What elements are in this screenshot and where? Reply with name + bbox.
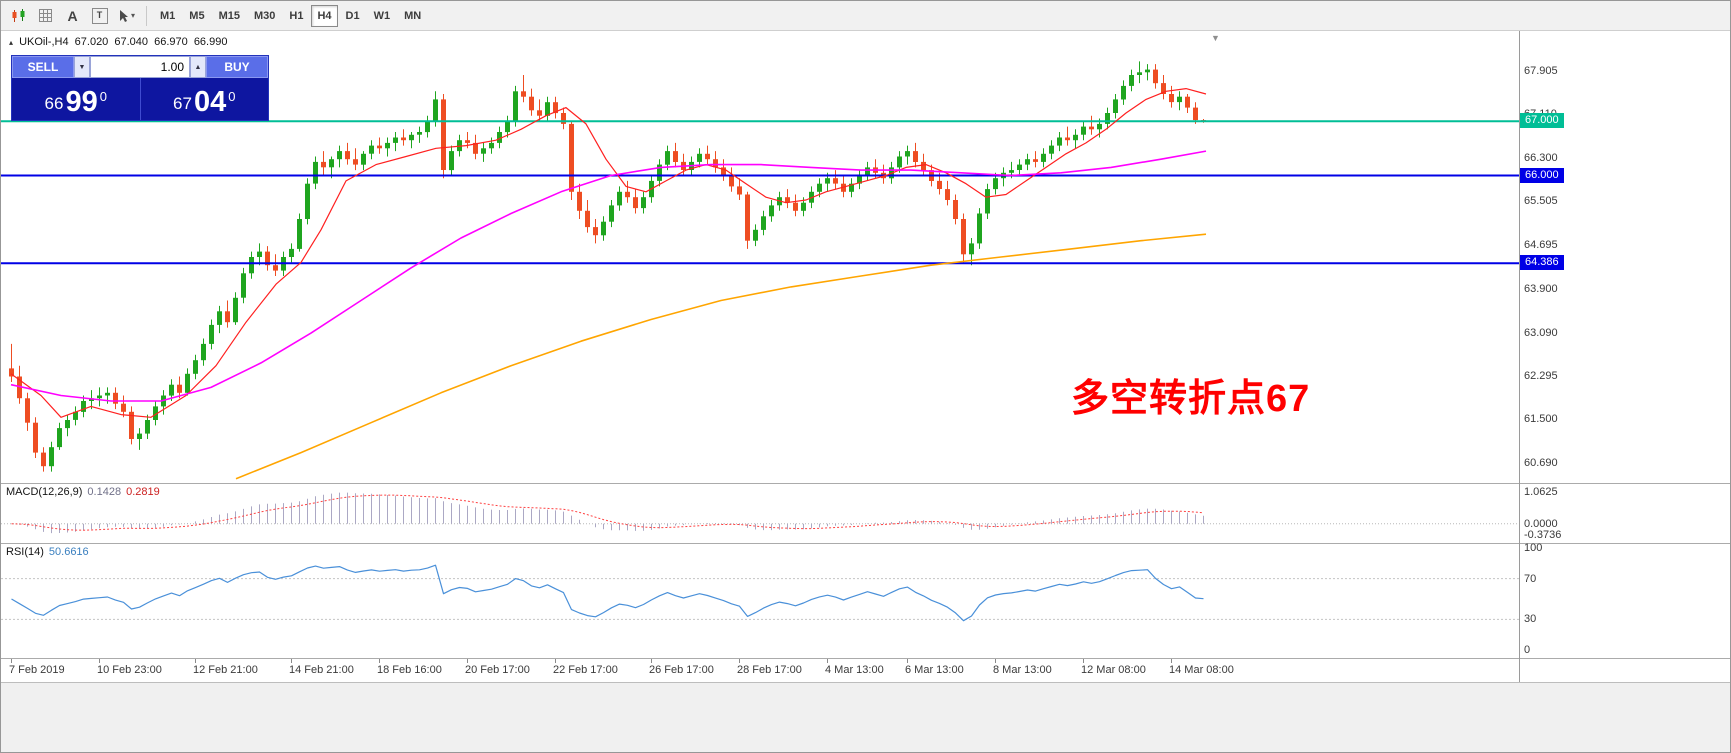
time-axis-tick bbox=[467, 659, 468, 663]
candlestick-chart-icon bbox=[12, 8, 24, 22]
time-axis-tick bbox=[651, 659, 652, 663]
time-axis-tick bbox=[11, 659, 12, 663]
text-tool-button[interactable]: A bbox=[59, 4, 86, 28]
rsi-value: 50.6616 bbox=[48, 546, 89, 558]
one-click-trading-panel: SELL ▼ ▲ BUY 66 99 0 67 04 0 bbox=[11, 55, 269, 121]
template-tool-button[interactable]: T bbox=[86, 4, 113, 28]
time-axis-label: 18 Feb 16:00 bbox=[377, 664, 442, 676]
grid-toggle-button[interactable] bbox=[32, 4, 59, 28]
time-axis-tick bbox=[739, 659, 740, 663]
buy-price-main: 67 bbox=[173, 94, 192, 113]
cursor-icon bbox=[119, 9, 128, 22]
timeframe-m30[interactable]: M30 bbox=[248, 5, 281, 27]
time-axis-tick bbox=[1083, 659, 1084, 663]
chart-area[interactable]: ▴ UKOil-,H4 67.020 67.040 66.970 66.990 … bbox=[1, 31, 1731, 682]
time-axis-tick bbox=[555, 659, 556, 663]
ma-fast bbox=[10, 87, 1207, 418]
time-axis-tick bbox=[1171, 659, 1172, 663]
trade-panel-prices: 66 99 0 67 04 0 bbox=[12, 78, 268, 120]
timeframe-mn[interactable]: MN bbox=[398, 5, 427, 27]
volume-down-button[interactable]: ▼ bbox=[74, 56, 90, 78]
time-axis-label: 6 Mar 13:00 bbox=[905, 664, 964, 676]
time-axis-label: 4 Mar 13:00 bbox=[825, 664, 884, 676]
time-axis-label: 20 Feb 17:00 bbox=[465, 664, 530, 676]
sell-button[interactable]: SELL bbox=[12, 56, 74, 78]
buy-price-point: 0 bbox=[228, 89, 236, 104]
chart-type-candlestick-button[interactable] bbox=[5, 4, 32, 28]
time-axis-tick bbox=[195, 659, 196, 663]
time-axis-tick bbox=[99, 659, 100, 663]
price-pane[interactable] bbox=[1, 31, 1731, 483]
macd-main-value: 0.1428 bbox=[87, 486, 122, 498]
timeframe-m1[interactable]: M1 bbox=[154, 5, 181, 27]
time-axis-label: 14 Feb 21:00 bbox=[289, 664, 354, 676]
time-axis-label: 7 Feb 2019 bbox=[9, 664, 65, 676]
time-axis-label: 10 Feb 23:00 bbox=[97, 664, 162, 676]
timeframe-d1[interactable]: D1 bbox=[340, 5, 366, 27]
timeframe-m15[interactable]: M15 bbox=[213, 5, 246, 27]
chart-ohlc-header: ▴ UKOil-,H4 67.020 67.040 66.970 66.990 bbox=[9, 36, 230, 48]
time-axis-label: 12 Mar 08:00 bbox=[1081, 664, 1146, 676]
workspace-background bbox=[1, 682, 1730, 752]
ma-medium bbox=[10, 150, 1207, 402]
template-icon: T bbox=[91, 7, 108, 24]
trade-panel-header: SELL ▼ ▲ BUY bbox=[12, 56, 268, 78]
timeframe-h1[interactable]: H1 bbox=[283, 5, 309, 27]
price-axis-divider bbox=[1519, 31, 1520, 682]
time-axis-label: 12 Feb 21:00 bbox=[193, 664, 258, 676]
macd-signal-value: 0.2819 bbox=[126, 486, 160, 498]
time-axis-tick bbox=[995, 659, 996, 663]
low-value: 66.970 bbox=[154, 36, 188, 48]
symbol-timeframe-label: UKOil-,H4 bbox=[19, 36, 69, 48]
timeframe-m5[interactable]: M5 bbox=[183, 5, 210, 27]
time-axis-label: 26 Feb 17:00 bbox=[649, 664, 714, 676]
time-axis-tick bbox=[907, 659, 908, 663]
text-tool-icon: A bbox=[67, 7, 78, 24]
collapse-trade-panel-icon[interactable]: ▴ bbox=[9, 38, 14, 47]
time-axis-tick bbox=[827, 659, 828, 663]
sell-price-pips: 99 bbox=[65, 86, 98, 119]
toolbar: A T ▾ M1 M5 M15 M30 H1 H4 D1 W1 MN bbox=[1, 1, 1730, 31]
annotation-text: 多空转折点67 bbox=[1071, 378, 1311, 420]
buy-price-pips: 04 bbox=[193, 86, 227, 119]
timeframe-group: M1 M5 M15 M30 H1 H4 D1 W1 MN bbox=[153, 4, 428, 27]
time-axis-label: 8 Mar 13:00 bbox=[993, 664, 1052, 676]
time-axis-tick bbox=[379, 659, 380, 663]
rsi-pane[interactable] bbox=[1, 543, 1731, 658]
volume-up-button[interactable]: ▲ bbox=[190, 56, 206, 78]
ma-slow bbox=[235, 233, 1207, 480]
buy-price[interactable]: 67 04 0 bbox=[141, 78, 269, 120]
timeframe-h4[interactable]: H4 bbox=[311, 4, 338, 27]
time-axis-divider bbox=[1, 658, 1730, 659]
grid-icon bbox=[39, 9, 52, 22]
sell-price-point: 0 bbox=[99, 89, 107, 104]
sell-price-main: 66 bbox=[44, 94, 64, 113]
buy-button[interactable]: BUY bbox=[206, 56, 268, 78]
macd-label: MACD(12,26,9) 0.1428 0.2819 bbox=[6, 486, 160, 498]
time-axis-label: 22 Feb 17:00 bbox=[553, 664, 618, 676]
timeframe-w1[interactable]: W1 bbox=[368, 5, 397, 27]
cursor-tool-button[interactable]: ▾ bbox=[113, 4, 140, 28]
volume-input[interactable] bbox=[90, 56, 190, 78]
macd-pane[interactable] bbox=[1, 483, 1731, 543]
sell-price[interactable]: 66 99 0 bbox=[12, 78, 140, 120]
trade-panel-price-divider bbox=[139, 78, 141, 120]
rsi-label: RSI(14) 50.6616 bbox=[6, 546, 89, 558]
open-value: 67.020 bbox=[74, 36, 109, 48]
time-axis-label: 28 Feb 17:00 bbox=[737, 664, 802, 676]
high-value: 67.040 bbox=[114, 36, 149, 48]
time-axis-tick bbox=[291, 659, 292, 663]
chart-shift-marker-icon[interactable]: ▼ bbox=[1211, 33, 1220, 43]
macd-pane-divider[interactable] bbox=[1, 483, 1730, 484]
chevron-down-icon: ▾ bbox=[130, 11, 135, 20]
close-value: 66.990 bbox=[193, 36, 228, 48]
rsi-pane-divider[interactable] bbox=[1, 543, 1730, 544]
time-axis-label: 14 Mar 08:00 bbox=[1169, 664, 1234, 676]
toolbar-separator bbox=[146, 5, 147, 26]
